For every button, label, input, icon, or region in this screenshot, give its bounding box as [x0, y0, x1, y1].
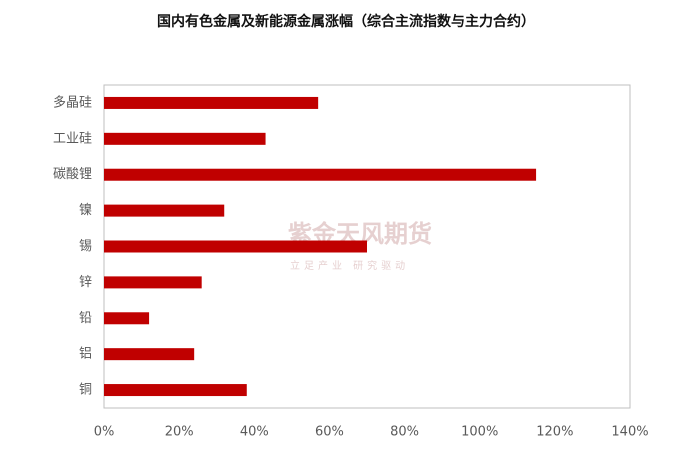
y-tick-label: 工业硅	[53, 131, 92, 146]
watermark-subtitle: 立足产业 研究驱动	[290, 259, 409, 272]
y-tick-label: 锡	[79, 239, 92, 254]
bar	[104, 132, 266, 145]
y-tick-label: 多晶硅	[53, 94, 92, 110]
x-tick-label: 140%	[611, 425, 648, 440]
y-tick-label: 铝	[79, 347, 92, 362]
y-tick-label: 锌	[79, 275, 92, 290]
x-tick-label: 0%	[94, 425, 115, 440]
y-tick-label: 铅	[79, 311, 92, 326]
x-tick-label: 80%	[390, 425, 419, 440]
bar	[104, 168, 537, 181]
y-tick-label: 铜	[79, 383, 92, 398]
bar	[104, 348, 195, 361]
x-tick-label: 120%	[536, 425, 573, 440]
bar	[104, 204, 225, 217]
y-tick-label: 碳酸锂	[53, 167, 92, 182]
x-tick-label: 40%	[240, 425, 269, 440]
bar	[104, 240, 367, 253]
y-tick-label: 镍	[79, 203, 92, 218]
chart-title: 国内有色金属及新能源金属涨幅（综合主流指数与主力合约）	[157, 13, 535, 30]
bar	[104, 312, 150, 325]
x-tick-label: 20%	[165, 425, 194, 440]
bar	[104, 96, 319, 109]
bar	[104, 276, 202, 289]
x-tick-label: 60%	[315, 425, 344, 440]
x-tick-label: 100%	[461, 425, 498, 440]
bar	[104, 384, 247, 397]
